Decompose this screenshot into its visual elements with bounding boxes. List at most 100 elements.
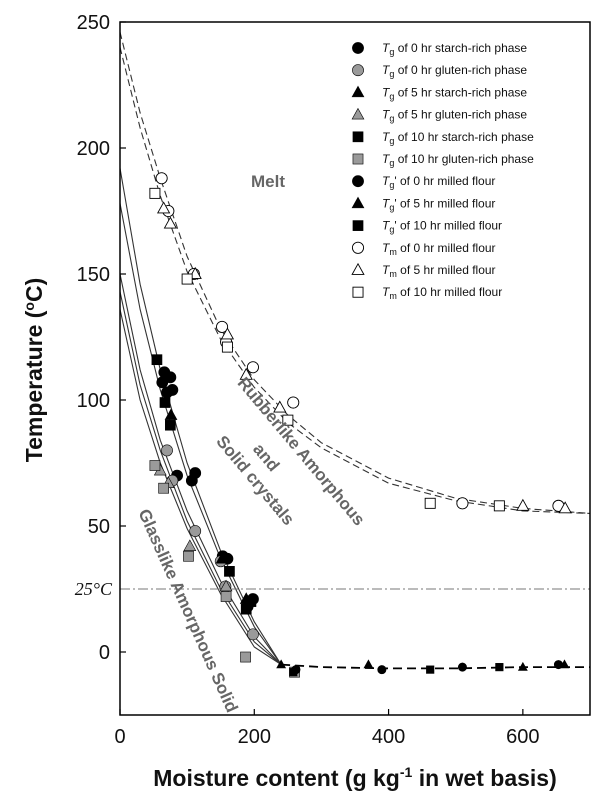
data-point-s6-2 xyxy=(457,662,467,672)
curves-layer xyxy=(119,31,591,670)
reference-line-label: 25°C xyxy=(75,579,113,599)
legend-entry-0: Tg of 0 hr starch-rich phase xyxy=(382,41,527,57)
plot-area-frame xyxy=(119,21,591,716)
data-point-s0-7 xyxy=(189,467,202,479)
legend-entry-5: Tg of 10 hr gluten-rich phase xyxy=(382,152,534,168)
legend: Tg of 0 hr starch-rich phase Tg of 0 hr g… xyxy=(351,41,534,301)
data-point-s2-0 xyxy=(159,368,173,380)
curve-6 xyxy=(119,309,282,666)
y-tick-label: 150 xyxy=(77,264,110,286)
data-point-s7-0 xyxy=(276,659,287,669)
y-axis-title-main: Temperature ( xyxy=(21,310,47,462)
data-point-s6-1 xyxy=(377,665,387,675)
x-axis-title-main: Moisture content (g kg xyxy=(153,765,400,791)
legend-marker-5 xyxy=(352,153,364,165)
y-tick-label: 0 xyxy=(99,642,110,664)
data-point-s11-1 xyxy=(181,273,193,285)
data-point-s11-3 xyxy=(282,414,294,426)
data-point-s3-2 xyxy=(183,539,197,551)
data-point-s4-0 xyxy=(151,354,163,366)
x-tick-label: 400 xyxy=(372,726,405,748)
legend-entry-1: Tg of 0 hr gluten-rich phase xyxy=(382,63,527,79)
data-point-s10-3 xyxy=(220,327,235,340)
data-point-s7-1 xyxy=(363,659,374,669)
data-point-s5-1 xyxy=(158,482,169,494)
data-point-s0-4 xyxy=(166,384,179,396)
data-point-s9-3 xyxy=(216,320,229,333)
ticks-layer: 0 50 100 150 200 250 0 200 400 600 xyxy=(77,12,540,748)
data-point-s4-2 xyxy=(165,419,176,431)
data-point-s10-4 xyxy=(239,367,253,380)
data-point-s2-1 xyxy=(164,408,178,420)
data-point-s10-5 xyxy=(273,400,287,413)
legend-entry-2: Tg of 5 hr starch-rich phase xyxy=(382,85,527,101)
region-label-4: Glasslike Amorphous Solid xyxy=(135,506,242,715)
data-point-s7-3 xyxy=(559,659,570,669)
y-tick-label: 50 xyxy=(88,516,110,538)
legend-marker-6 xyxy=(352,175,364,188)
legend-marker-7 xyxy=(351,196,365,209)
y-axis-title-sup: o xyxy=(21,302,37,311)
data-point-s10-0 xyxy=(157,201,171,214)
legend-entry-8: Tg' of 10 hr milled flour xyxy=(382,219,502,235)
data-point-s10-6 xyxy=(516,498,530,511)
x-axis-title: Moisture content (g kg-1 in wet basis) xyxy=(153,764,557,791)
legend-entry-11: Tm of 10 hr milled flour xyxy=(382,285,502,301)
data-point-s1-2 xyxy=(189,525,202,537)
legend-entry-10: Tm of 5 hr milled flour xyxy=(382,263,496,279)
x-axis-title-tail: in wet basis) xyxy=(412,765,556,791)
x-tick-label: 600 xyxy=(506,726,539,748)
legend-marker-10 xyxy=(351,262,365,275)
legend-entry-4: Tg of 10 hr starch-rich phase xyxy=(382,130,534,146)
data-point-s4-1 xyxy=(159,397,171,408)
y-tick-label: 250 xyxy=(77,12,110,34)
data-point-s3-3 xyxy=(219,579,233,592)
legend-marker-11 xyxy=(352,286,364,298)
legend-entry-7: Tg' of 5 hr milled flour xyxy=(382,196,495,212)
curve-5 xyxy=(119,291,282,666)
legend-marker-9 xyxy=(351,241,365,254)
region-label-0: Melt xyxy=(251,172,285,191)
legend-marker-1 xyxy=(352,64,364,77)
data-point-s5-4 xyxy=(240,651,251,663)
data-point-s5-0 xyxy=(149,460,161,471)
reference-line-layer: 25°C xyxy=(75,579,590,599)
data-point-s11-0 xyxy=(149,187,161,199)
data-point-s5-3 xyxy=(220,591,232,602)
legend-entry-9: Tm of 0 hr milled flour xyxy=(382,241,496,257)
data-point-s4-5 xyxy=(245,596,257,607)
legend-marker-3 xyxy=(351,107,365,120)
y-tick-label: 100 xyxy=(77,390,110,412)
y-axis-title-tail: C) xyxy=(21,278,47,302)
data-point-s1-0 xyxy=(161,444,173,457)
legend-marker-0 xyxy=(352,42,364,54)
data-point-s8-2 xyxy=(495,663,504,672)
data-point-s9-7 xyxy=(456,497,469,510)
data-point-s9-0 xyxy=(155,172,168,185)
data-point-s5-2 xyxy=(183,550,194,562)
legend-marker-2 xyxy=(351,85,365,98)
curve-2 xyxy=(119,168,282,665)
x-axis-title-sup: -1 xyxy=(400,764,413,780)
data-point-s11-2 xyxy=(221,341,233,353)
x-tick-label: 0 xyxy=(114,726,125,748)
data-point-s8-1 xyxy=(426,665,435,674)
data-point-s11-5 xyxy=(493,500,505,512)
markers-layer xyxy=(149,172,572,678)
data-point-s7-2 xyxy=(517,661,528,671)
x-tick-label: 200 xyxy=(238,726,271,748)
data-point-s10-1 xyxy=(163,216,177,229)
data-point-s8-0 xyxy=(289,668,298,677)
curve-3 xyxy=(119,203,282,665)
data-point-s9-5 xyxy=(246,361,259,374)
data-point-s10-7 xyxy=(558,501,572,514)
legend-marker-4 xyxy=(352,131,364,143)
data-point-s9-6 xyxy=(287,396,300,409)
data-point-s11-4 xyxy=(424,497,436,509)
y-tick-label: 200 xyxy=(77,138,110,160)
legend-entry-6: Tg' of 0 hr milled flour xyxy=(382,174,495,190)
data-point-s1-5 xyxy=(247,628,259,641)
curve-0 xyxy=(119,31,591,514)
legend-marker-8 xyxy=(352,220,364,231)
